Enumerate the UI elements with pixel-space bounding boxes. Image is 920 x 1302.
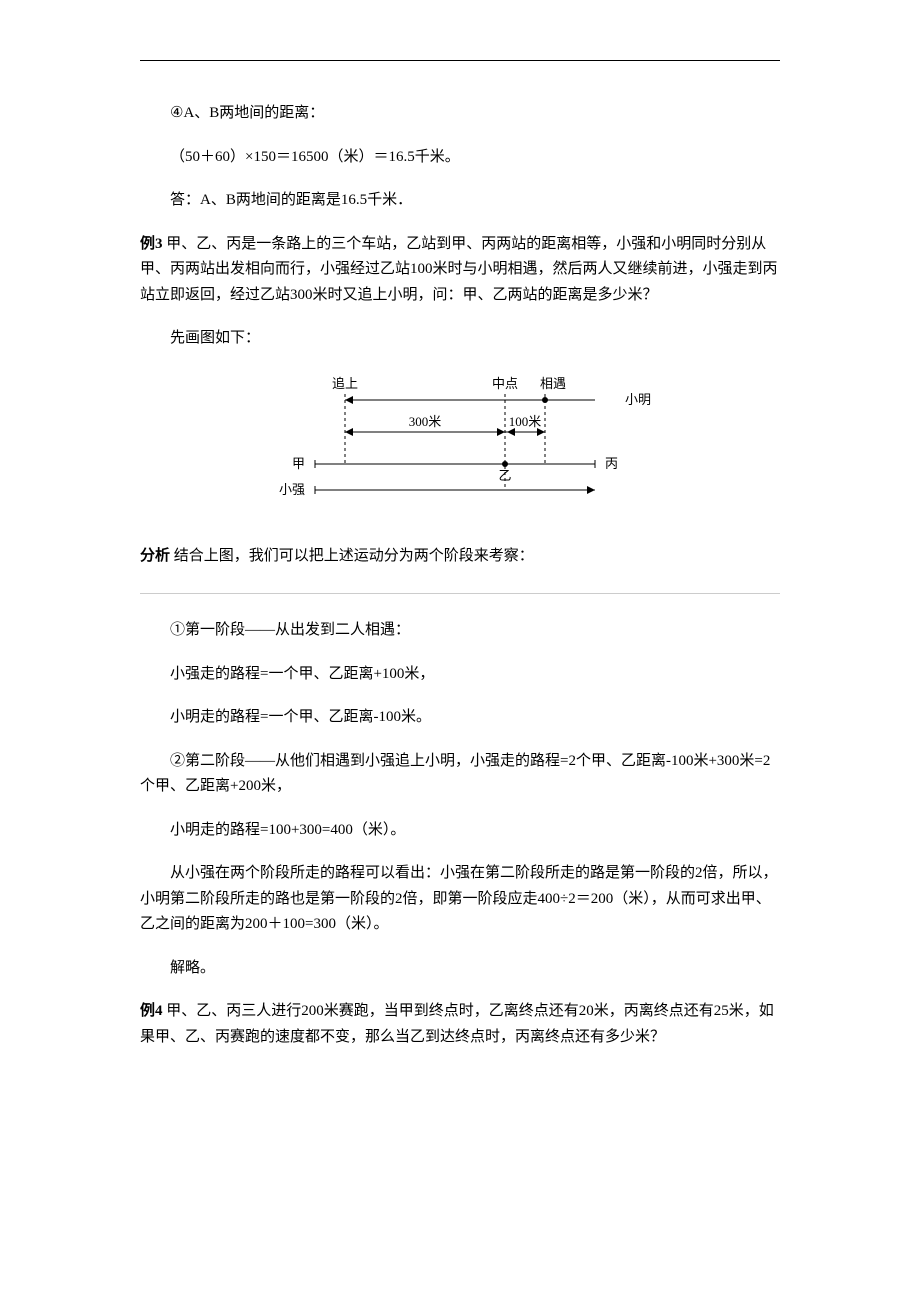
analysis: 分析 结合上图，我们可以把上述运动分为两个阶段来考察： (140, 544, 780, 570)
svg-text:丙: 丙 (605, 456, 618, 471)
phase1-line2: 小明走的路程=一个甲、乙距离-100米。 (140, 705, 780, 731)
mid-rule (140, 593, 780, 594)
draw-intro: 先画图如下： (140, 326, 780, 352)
svg-text:甲: 甲 (292, 456, 305, 471)
phase2-line1: 小明走的路程=100+300=400（米）。 (140, 818, 780, 844)
example-3-label: 例3 (140, 236, 163, 252)
svg-text:追上: 追上 (332, 376, 358, 391)
svg-text:300米: 300米 (409, 414, 442, 429)
example-4-body: 甲、乙、丙三人进行200米赛跑，当甲到终点时，乙离终点还有20米，丙离终点还有2… (140, 1003, 774, 1045)
step4-label: ④A、B两地间的距离： (140, 101, 780, 127)
top-rule (140, 60, 780, 61)
example-4-label: 例4 (140, 1003, 163, 1019)
svg-text:小强: 小强 (279, 482, 305, 497)
analysis-body: 结合上图，我们可以把上述运动分为两个阶段来考察： (170, 548, 534, 564)
svg-text:相遇: 相遇 (540, 376, 566, 391)
conclusion: 从小强在两个阶段所走的路程可以看出：小强在第二阶段所走的路是第一阶段的2倍，所以… (140, 861, 780, 938)
example-3-body: 甲、乙、丙是一条路上的三个车站，乙站到甲、丙两站的距离相等，小强和小明同时分别从… (140, 236, 778, 303)
answer-line: 答：A、B两地间的距离是16.5千米． (140, 188, 780, 214)
calc-line: （50＋60）×150＝16500（米）＝16.5千米。 (140, 145, 780, 171)
solution-omitted: 解略。 (140, 956, 780, 982)
example-4: 例4 甲、乙、丙三人进行200米赛跑，当甲到终点时，乙离终点还有20米，丙离终点… (140, 999, 780, 1050)
analysis-label: 分析 (140, 548, 170, 564)
line-diagram: 追上中点相遇小明300米100米甲乙丙小强 (260, 370, 660, 520)
phase2-title: ②第二阶段——从他们相遇到小强追上小明，小强走的路程=2个甲、乙距离-100米+… (140, 749, 780, 800)
svg-text:中点: 中点 (492, 376, 518, 391)
example-3: 例3 甲、乙、丙是一条路上的三个车站，乙站到甲、丙两站的距离相等，小强和小明同时… (140, 232, 780, 309)
svg-text:小明: 小明 (625, 392, 651, 407)
phase1-title: ①第一阶段——从出发到二人相遇： (140, 618, 780, 644)
page: ④A、B两地间的距离： （50＋60）×150＝16500（米）＝16.5千米。… (0, 0, 920, 1148)
diagram-container: 追上中点相遇小明300米100米甲乙丙小强 (140, 370, 780, 520)
phase1-line1: 小强走的路程=一个甲、乙距离+100米， (140, 662, 780, 688)
svg-text:100米: 100米 (509, 414, 542, 429)
